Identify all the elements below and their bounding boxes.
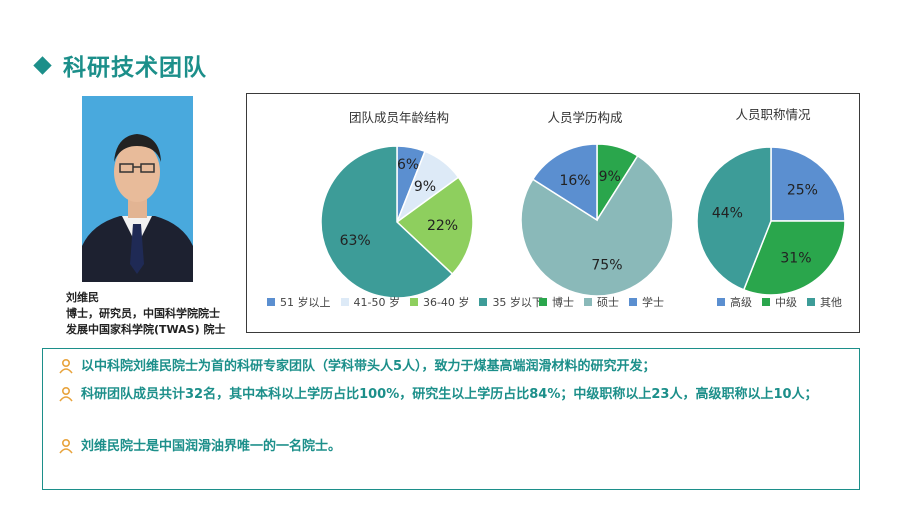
pie-data-label: 31% — [780, 251, 811, 267]
pie-data-label: 75% — [591, 258, 622, 274]
pie-data-label: 16% — [559, 173, 590, 189]
legend-swatch — [340, 298, 349, 306]
pie-data-label: 6% — [397, 157, 419, 173]
person-caption: 刘维民 博士，研究员，中国科学院院士 发展中国家科学院(TWAS) 院士 — [66, 290, 225, 338]
bullet-item: 刘维民院士是中国润滑油界唯一的一名院士。 — [59, 435, 861, 463]
legend-item: 36-40 岁 — [409, 294, 470, 310]
legend-age: 51 岁以上 41-50 岁 36-40 岁 35 岁以下 — [267, 294, 553, 310]
pie-data-label: 9% — [599, 169, 621, 185]
legend-education: 博士 硕士 学士 — [539, 294, 674, 310]
legend-swatch — [717, 298, 725, 306]
pie-data-label: 22% — [427, 218, 458, 234]
pie-data-label: 44% — [712, 206, 743, 222]
pie-data-label: 9% — [414, 179, 436, 195]
legend-swatch — [409, 298, 418, 306]
person-icon — [59, 435, 75, 463]
legend-item: 高级 — [717, 294, 752, 310]
legend-label: 其他 — [820, 296, 842, 309]
legend-label: 高级 — [730, 296, 752, 309]
legend-item: 博士 — [539, 294, 574, 310]
portrait-photo — [82, 96, 193, 282]
legend-label: 博士 — [552, 296, 574, 309]
legend-label: 硕士 — [597, 296, 619, 309]
pie-slice — [520, 154, 674, 297]
chart-panel: 团队成员年龄结构 人员学历构成 人员职称情况 6% 9% 22% 63% 9% 75% 16… — [246, 93, 860, 333]
legend-label: 学士 — [642, 296, 664, 309]
diamond-icon — [33, 55, 52, 75]
pie-slice — [742, 220, 846, 296]
person-affiliation: 发展中国家科学院(TWAS) 院士 — [66, 323, 226, 336]
pie-slice — [696, 146, 772, 291]
person-name: 刘维民 — [66, 291, 99, 304]
legend-item: 其他 — [807, 294, 842, 310]
pie-slice — [531, 143, 598, 222]
legend-item: 中级 — [762, 294, 797, 310]
pie-slice — [395, 176, 474, 276]
legend-swatch — [584, 298, 592, 306]
legend-swatch — [479, 298, 488, 306]
legend-label: 中级 — [775, 296, 797, 309]
pie-data-label: 63% — [340, 233, 371, 249]
page-title: 科研技术团队 — [63, 55, 207, 81]
person-icon — [59, 355, 75, 383]
title-row: 科研技术团队 — [33, 48, 207, 82]
person-title: 博士，研究员，中国科学院院士 — [66, 307, 220, 320]
pie-charts: 6% 9% 22% 63% 9% 75% 16% 25% 31% 44% — [320, 143, 846, 299]
legend-swatch — [539, 298, 547, 306]
legend-item: 41-50 岁 — [340, 294, 400, 310]
bullet-text: 刘维民院士是中国润滑油界唯一的一名院士。 — [81, 439, 342, 454]
legend-item: 51 岁以上 — [267, 294, 331, 310]
legend-swatch — [762, 298, 770, 306]
chart-title-education: 人员学历构成 — [547, 110, 623, 125]
legend-label: 41-50 岁 — [353, 296, 400, 309]
bullet-item: 科研团队成员共计32名，其中本科以上学历占比100%，研究生以上学历占比84%；… — [59, 383, 861, 411]
pie-data-label: 25% — [787, 183, 818, 199]
bullet-text: 科研团队成员共计32名，其中本科以上学历占比100%，研究生以上学历占比84%；… — [81, 387, 818, 402]
bullet-text: 以中科院刘维民院士为首的科研专家团队（学科带头人5人），致力于煤基高端润滑材料的… — [81, 359, 656, 374]
legend-label: 51 岁以上 — [280, 296, 331, 309]
legend-item: 学士 — [629, 294, 664, 310]
legend-swatch — [629, 298, 637, 306]
chart-title-rank: 人员职称情况 — [735, 107, 811, 122]
pie-slice — [770, 146, 846, 222]
legend-item: 35 岁以下 — [479, 294, 543, 310]
legend-swatch — [807, 298, 815, 306]
person-icon — [59, 383, 75, 411]
legend-rank: 高级 中级 其他 — [717, 294, 852, 310]
info-box: 以中科院刘维民院士为首的科研专家团队（学科带头人5人），致力于煤基高端润滑材料的… — [42, 348, 860, 490]
pie-slice — [320, 145, 454, 299]
legend-swatch — [267, 298, 275, 306]
bullet-item: 以中科院刘维民院士为首的科研专家团队（学科带头人5人），致力于煤基高端润滑材料的… — [59, 355, 861, 383]
legend-label: 35 岁以下 — [492, 296, 543, 309]
chart-title-age: 团队成员年龄结构 — [348, 110, 449, 125]
legend-item: 硕士 — [584, 294, 619, 310]
legend-label: 36-40 岁 — [422, 296, 470, 309]
